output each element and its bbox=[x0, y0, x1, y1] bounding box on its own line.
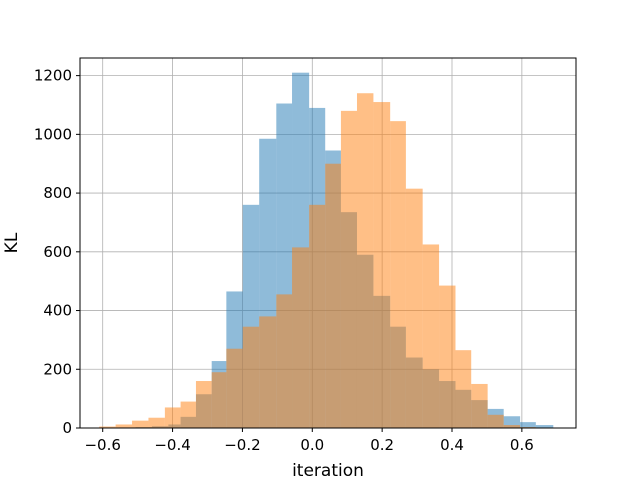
series-1-bar-18 bbox=[390, 121, 406, 428]
y-tick-label-3: 600 bbox=[43, 243, 72, 261]
y-tick-label-4: 800 bbox=[43, 184, 72, 202]
series-1-bar-19 bbox=[405, 188, 423, 428]
series-1-bar-13 bbox=[309, 204, 326, 428]
y-tick-label-1: 200 bbox=[43, 360, 72, 378]
x-tick-label-3: 0.0 bbox=[300, 436, 324, 454]
series-1-bar-11 bbox=[276, 294, 293, 428]
series-1-bar-5 bbox=[180, 401, 196, 428]
series-1-bar-9 bbox=[242, 326, 260, 428]
series-1-bar-14 bbox=[325, 163, 341, 428]
series-1-bar-15 bbox=[340, 110, 357, 428]
series-1-bar-2 bbox=[132, 420, 149, 428]
series-1-bar-7 bbox=[211, 372, 227, 428]
series-1-bar-24 bbox=[487, 414, 504, 428]
series-1-bar-21 bbox=[439, 285, 456, 428]
x-axis-title: iteration bbox=[292, 461, 364, 480]
series-1-bar-23 bbox=[471, 383, 488, 428]
series-1-bar-8 bbox=[226, 348, 243, 428]
x-tick-label-5: 0.4 bbox=[440, 436, 464, 454]
y-tick-label-5: 1000 bbox=[34, 125, 72, 143]
series-1-bar-10 bbox=[259, 316, 277, 428]
x-tick-label-6: 0.6 bbox=[510, 436, 534, 454]
histogram-series bbox=[99, 72, 554, 429]
series-0-bar-25 bbox=[503, 416, 521, 428]
y-axis-ticks: 0 200 400 600 800 1000 1200 bbox=[34, 67, 80, 437]
series-1-bar-16 bbox=[356, 93, 374, 428]
series-1-bar-12 bbox=[292, 247, 310, 428]
series-0-bar-27 bbox=[535, 425, 554, 428]
series-1-bar-3 bbox=[148, 417, 165, 428]
series-1-bar-17 bbox=[373, 102, 391, 429]
x-tick-label-0: −0.6 bbox=[84, 436, 120, 454]
series-1-bar-1 bbox=[115, 424, 133, 428]
x-tick-label-1: −0.4 bbox=[154, 436, 190, 454]
plot-frame bbox=[79, 57, 577, 429]
series-1-bar-20 bbox=[422, 244, 440, 428]
y-tick-label-2: 400 bbox=[43, 302, 72, 320]
x-axis-ticks: −0.6 −0.4 −0.2 0.0 0.2 0.4 0.6 bbox=[84, 428, 534, 454]
x-tick-label-2: −0.2 bbox=[224, 436, 260, 454]
series-1-bar-6 bbox=[195, 381, 212, 428]
series-1-bar-25 bbox=[503, 425, 521, 428]
y-tick-label-0: 0 bbox=[62, 419, 72, 437]
series-1-bar-4 bbox=[164, 407, 181, 428]
series-1-bar-0 bbox=[99, 426, 116, 428]
y-axis-title: KL bbox=[2, 232, 22, 253]
y-tick-label-6: 1200 bbox=[34, 67, 72, 85]
series-1 bbox=[99, 93, 536, 429]
series-0-bar-26 bbox=[520, 422, 536, 428]
x-tick-label-4: 0.2 bbox=[370, 436, 394, 454]
series-1-bar-22 bbox=[455, 350, 472, 428]
